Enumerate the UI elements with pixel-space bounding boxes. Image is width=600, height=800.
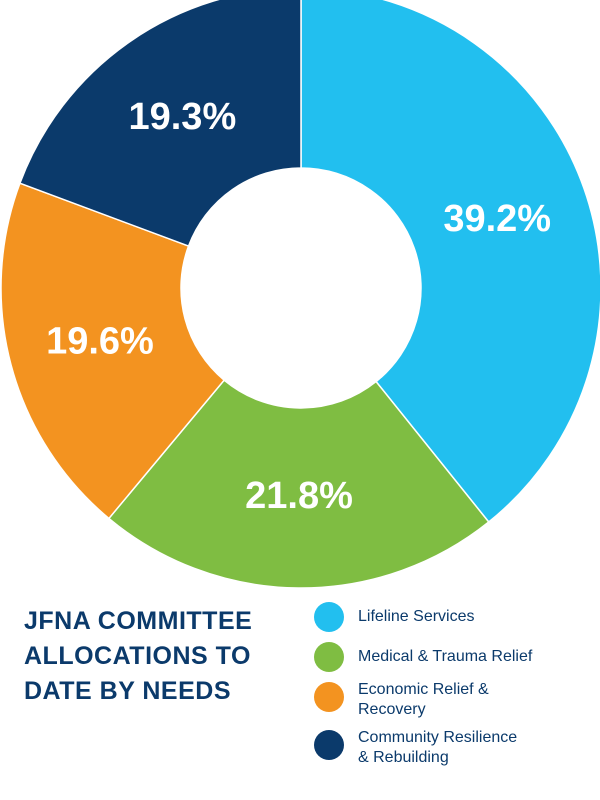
- chart-title-line-1: JFNA COMMITTEE: [24, 607, 253, 635]
- slice-community-resilience-rebuilding: [18, 0, 302, 248]
- slice-lifeline-services: [300, 0, 600, 524]
- legend-label: Economic Relief & Recovery: [358, 680, 594, 720]
- legend-swatch-icon: [314, 682, 344, 712]
- slices-group: [0, 0, 600, 589]
- legend-label-line: Community Resilience: [358, 729, 518, 746]
- slice-economic-relief-recovery: [0, 182, 226, 520]
- legend-item: Lifeline Services: [314, 600, 594, 632]
- slice-labels-group: 39.2% 21.8% 19.6% 19.3%: [46, 96, 551, 517]
- donut-chart-svg: 39.2% 21.8% 19.6% 19.3%: [0, 0, 600, 589]
- chart-title-line-3: DATE BY NEEDS: [24, 677, 232, 705]
- slice-label-1: 39.2%: [443, 198, 551, 240]
- legend-item: Economic Relief & Recovery: [314, 680, 594, 720]
- legend-swatch-icon: [314, 730, 344, 760]
- legend-label-line: Recovery: [358, 701, 426, 718]
- legend-label: Medical & Trauma Relief: [358, 640, 594, 667]
- donut-chart: 39.2% 21.8% 19.6% 19.3%: [0, 0, 600, 589]
- chart-legend: Lifeline Services Medical & Trauma Relief…: [314, 600, 594, 776]
- legend-label-line: Medical & Trauma Relief: [358, 648, 533, 665]
- legend-label: Community Resilience & Rebuilding: [358, 728, 594, 768]
- slice-label-3: 19.6%: [46, 320, 154, 362]
- legend-label-line: Economic Relief &: [358, 681, 489, 698]
- legend-swatch-icon: [314, 602, 344, 632]
- slice-medical-trauma-relief: [107, 379, 490, 589]
- legend-label-line: Lifeline Services: [358, 608, 475, 625]
- chart-title-line-2: ALLOCATIONS TO: [24, 642, 251, 670]
- legend-item: Medical & Trauma Relief: [314, 640, 594, 672]
- legend-item: Community Resilience & Rebuilding: [314, 728, 594, 768]
- legend-swatch-icon: [314, 642, 344, 672]
- slice-label-2: 21.8%: [245, 475, 353, 517]
- slice-label-4: 19.3%: [128, 96, 236, 138]
- legend-label-line: & Rebuilding: [358, 749, 449, 766]
- legend-label: Lifeline Services: [358, 600, 594, 627]
- chart-title: JFNA COMMITTEE ALLOCATIONS TO DATE BY NE…: [24, 604, 294, 709]
